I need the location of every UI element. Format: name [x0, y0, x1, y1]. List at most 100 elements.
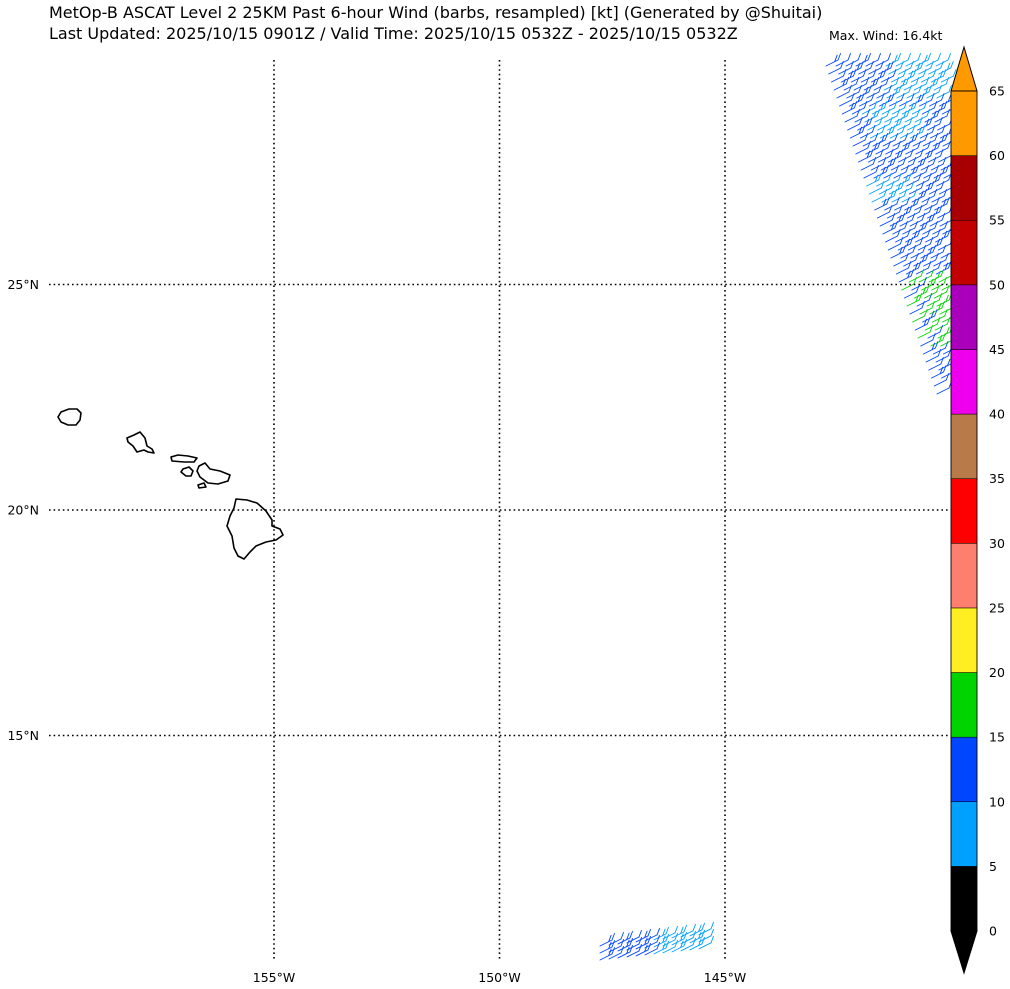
wind-barb [878, 181, 895, 195]
wind-barb [865, 53, 881, 67]
wind-barb [844, 109, 860, 123]
wind-barb [903, 253, 919, 267]
wind-barb [879, 213, 896, 227]
wind-barb [922, 133, 939, 147]
wind-barb [857, 117, 873, 131]
wind-barb [920, 333, 936, 347]
wind-barb [866, 85, 882, 99]
colorbar-tick-label: 5 [989, 859, 997, 874]
wind-barb [889, 125, 906, 139]
lon-tick-label: 145°W [704, 970, 746, 985]
wind-barb [880, 69, 897, 83]
wind-barb [863, 165, 879, 179]
wind-barb [929, 213, 946, 227]
wind-barb [930, 157, 947, 171]
wind-barb [887, 117, 903, 131]
wind-barb [929, 301, 945, 315]
wind-barb [908, 269, 925, 283]
wind-barb [866, 173, 882, 187]
wind-barb [909, 301, 925, 315]
wind-barb [653, 933, 669, 948]
wind-barb [880, 157, 897, 171]
wind-barb [662, 925, 678, 940]
wind-barb [926, 85, 942, 99]
wind-barb [905, 53, 921, 67]
wind-barb [928, 61, 944, 75]
wind-barb [626, 943, 642, 958]
colorbar-tick-label: 10 [989, 794, 1005, 809]
colorbar-segment [950, 284, 978, 350]
wind-barb [928, 357, 944, 371]
wind-barb [860, 69, 877, 83]
wind-barb [926, 293, 943, 307]
wind-barb [905, 229, 921, 243]
wind-barb [895, 53, 911, 67]
wind-barb [874, 109, 890, 123]
wind-barb [893, 165, 909, 179]
wind-barb [932, 309, 948, 323]
wind-barb [935, 141, 951, 155]
wind-barb [848, 61, 864, 75]
wind-barb [836, 85, 852, 99]
wind-barb [917, 237, 934, 251]
wind-barb [904, 109, 920, 123]
wind-barb [913, 165, 929, 179]
wind-barb [886, 85, 902, 99]
wind-barb [921, 101, 938, 115]
wind-barb [931, 365, 947, 379]
wind-barb [934, 317, 951, 331]
wind-barb [904, 197, 920, 211]
wind-barb [912, 133, 929, 147]
wind-barb [898, 61, 914, 75]
wind-barb [890, 157, 907, 171]
wind-barb [882, 221, 898, 235]
colorbar-tick-label: 35 [989, 471, 1005, 486]
colorbar-tick-label: 25 [989, 600, 1005, 615]
wind-barb [856, 85, 872, 99]
wind-barb [932, 341, 949, 355]
wind-barb [644, 941, 660, 956]
wind-barb [608, 932, 624, 946]
wind-barb [868, 149, 884, 163]
lon-tick-label: 155°W [253, 970, 295, 985]
wind-barb [890, 69, 907, 83]
wind-barb [680, 923, 696, 938]
wind-barb [887, 237, 904, 251]
wind-barb [909, 213, 926, 227]
wind-barb [855, 53, 871, 67]
wind-barb [599, 940, 615, 954]
wind-barb [934, 285, 950, 299]
colorbar-segment [950, 478, 978, 544]
colorbar-tick-label: 50 [989, 277, 1005, 292]
colorbar-tick-label: 15 [989, 730, 1005, 745]
colorbar-outline [950, 90, 978, 932]
wind-barb [885, 229, 901, 243]
wind-barb [617, 938, 633, 952]
wind-barb [895, 261, 912, 275]
wind-barb [830, 69, 847, 83]
wind-barb [912, 309, 928, 323]
chart-title: MetOp-B ASCAT Level 2 25KM Past 6-hour W… [49, 3, 823, 22]
wind-barb [671, 931, 687, 946]
wind-barb [874, 197, 890, 211]
wind-barb [869, 125, 886, 139]
wind-barb [925, 349, 942, 363]
wind-barb [916, 293, 933, 307]
wind-barb [936, 85, 952, 99]
wind-barb [653, 940, 669, 955]
wind-barb [886, 173, 902, 187]
wind-barb [919, 213, 936, 227]
wind-barb [898, 269, 915, 283]
wind-barb [895, 141, 911, 155]
colorbar-segment [950, 90, 978, 156]
wind-barb [608, 946, 624, 960]
colorbar-tick-label: 0 [989, 924, 997, 939]
wind-barb [925, 229, 941, 243]
colorbar-over-extension [950, 45, 978, 92]
wind-barb [853, 77, 870, 91]
wind-barb [849, 93, 865, 107]
wind-barb [927, 237, 944, 251]
wind-barb [938, 61, 954, 75]
wind-barb [900, 245, 916, 259]
island-hawaii [226, 498, 284, 560]
